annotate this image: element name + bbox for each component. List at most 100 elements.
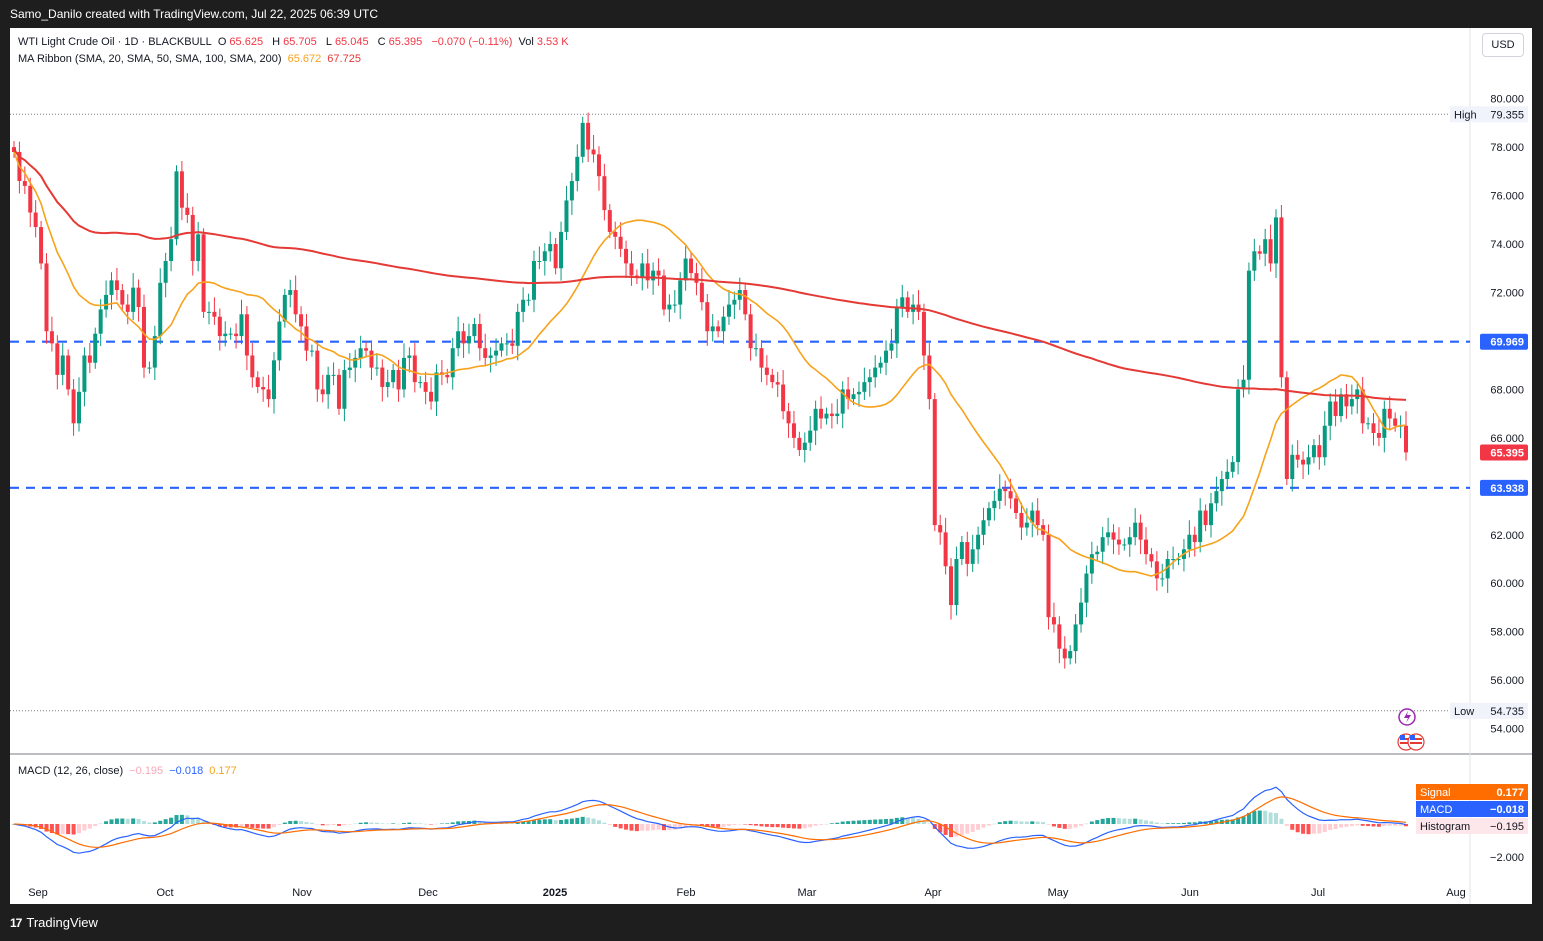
candle-37	[212, 297, 217, 325]
macd-hist-bar	[1209, 820, 1214, 824]
macd-hist-bar	[553, 820, 558, 824]
macd-hist-bar	[55, 824, 60, 835]
macd-hist-bar	[374, 822, 379, 824]
candle-body	[624, 248, 629, 264]
candle-31	[179, 161, 184, 221]
macd-hist-bar	[1133, 818, 1138, 824]
candle-74	[412, 343, 417, 393]
candle-68	[380, 359, 385, 402]
macd-hist-bar	[819, 824, 824, 825]
candle-114	[629, 250, 634, 286]
candle-98	[542, 243, 547, 276]
candle-168	[921, 303, 926, 371]
candle-body	[1306, 457, 1311, 465]
price-chart[interactable]: 80.00078.00076.00074.00072.00070.00068.0…	[10, 28, 1532, 904]
candle-body	[618, 236, 623, 249]
macd-hist-bar	[336, 824, 341, 826]
low-label: L	[325, 36, 332, 48]
candle-91	[504, 333, 509, 356]
macd-badge-1: MACD −0.018	[1416, 801, 1528, 817]
candle-199	[1089, 541, 1094, 584]
candle-147	[808, 416, 813, 451]
macd-hist-bar	[369, 822, 374, 824]
candle-body	[705, 302, 710, 332]
candle-body	[1263, 239, 1268, 254]
candle-246	[1344, 383, 1349, 419]
candle-body	[1246, 270, 1251, 380]
macd-hist-bar	[802, 824, 807, 829]
badge-bg	[1480, 479, 1528, 496]
macd-hist-bar	[49, 824, 54, 834]
candle-247	[1349, 384, 1354, 415]
candle-75	[418, 376, 423, 389]
candle-body	[954, 559, 959, 606]
candle-body	[504, 343, 509, 345]
candle-body	[927, 355, 932, 400]
candle-43	[244, 306, 249, 371]
candle-133	[732, 291, 737, 320]
candle-body	[721, 316, 726, 332]
tradingview-logo[interactable]: 17 TradingView	[10, 915, 98, 930]
candle-127	[699, 268, 704, 311]
candle-body	[261, 386, 266, 390]
candle-body	[813, 408, 818, 431]
candle-198	[1084, 565, 1089, 618]
badge-value: −0.195	[1490, 821, 1524, 833]
candle-body	[82, 355, 87, 392]
macd-hist-bar	[1317, 824, 1322, 834]
chart-panel[interactable]: 80.00078.00076.00074.00072.00070.00068.0…	[10, 28, 1532, 904]
macd-hist-bar	[412, 823, 417, 824]
candle-50	[282, 288, 287, 328]
candle-162	[889, 328, 894, 359]
candle-body	[1393, 418, 1398, 426]
candle-187	[1024, 508, 1029, 536]
candle-183	[1003, 480, 1008, 506]
candle-160	[878, 356, 883, 374]
macd-hist-bar	[580, 816, 585, 824]
candle-body	[401, 357, 406, 390]
macd-hist-bar	[986, 824, 991, 826]
candle-8	[55, 335, 60, 390]
y-tick-label: 58.000	[1490, 627, 1524, 639]
candle-body	[1133, 522, 1138, 538]
currency-button[interactable]: USD	[1482, 33, 1524, 57]
candle-32	[185, 193, 190, 224]
macd-hist-bar	[661, 824, 666, 831]
candle-120	[661, 269, 666, 316]
candle-78	[434, 364, 439, 417]
candle-body	[1030, 510, 1035, 523]
candle-body	[1079, 602, 1084, 625]
candle-body	[678, 280, 683, 305]
candle-210	[1149, 548, 1154, 568]
signal-line	[13, 796, 1407, 848]
y-tick-label: 56.000	[1490, 675, 1524, 687]
candle-body	[808, 430, 813, 443]
macd-hist-bar	[976, 824, 981, 830]
candle-body	[1360, 389, 1365, 424]
candle-body	[1051, 617, 1056, 625]
y-tick-label: 68.000	[1490, 384, 1524, 396]
candle-156	[856, 381, 861, 407]
macd-hist-bar	[721, 824, 726, 827]
candle-body	[683, 258, 688, 281]
candle-109	[602, 163, 607, 221]
candle-161	[884, 340, 889, 376]
candle-179	[981, 507, 986, 546]
candle-body	[1111, 532, 1116, 540]
candle-164	[900, 284, 905, 318]
low-value: 65.045	[334, 36, 369, 48]
macd-hist-bar	[1246, 812, 1251, 824]
candle-body	[125, 304, 130, 312]
high-label: H	[272, 36, 281, 48]
macd-hist-bar	[678, 824, 683, 829]
candle-body	[271, 360, 276, 400]
macd-hist-bar	[277, 824, 282, 825]
candle-body	[656, 270, 661, 276]
candle-92	[510, 328, 515, 354]
candle-body	[1035, 510, 1040, 526]
candle-body	[754, 348, 759, 350]
candle-body	[976, 534, 981, 550]
candle-58	[326, 366, 331, 409]
candle-61	[342, 359, 347, 422]
badge-bg	[1416, 818, 1528, 834]
